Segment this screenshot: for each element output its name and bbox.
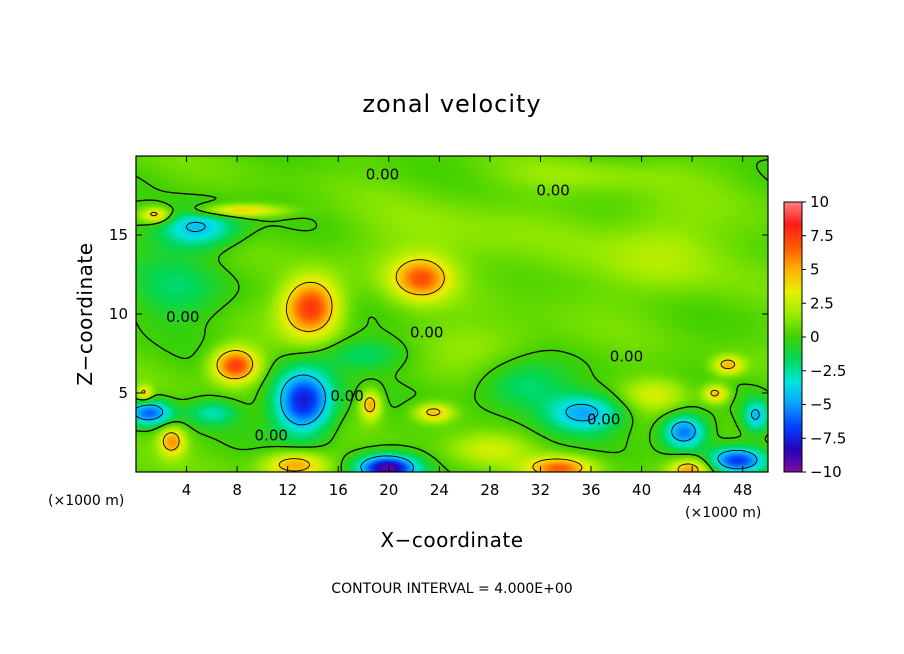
heatmap-raster xyxy=(136,156,768,472)
colorbar-tick-label: 0 xyxy=(810,328,820,346)
y-axis-title: Z−coordinate xyxy=(73,242,97,385)
x-unit-right: (×1000 m) xyxy=(685,505,761,521)
x-tick-label: 20 xyxy=(379,481,398,499)
chart-title: zonal velocity xyxy=(362,90,541,118)
colorbar-tick-label: 2.5 xyxy=(810,294,834,312)
x-tick-label: 12 xyxy=(278,481,297,499)
contour-label: 0.00 xyxy=(255,426,288,444)
x-tick-label: 48 xyxy=(733,481,752,499)
colorbar-tick-label: −7.5 xyxy=(810,429,846,447)
y-tick-label: 15 xyxy=(109,226,128,244)
x-tick-label: 16 xyxy=(329,481,348,499)
colorbar-gradient xyxy=(783,201,803,473)
x-tick-label: 32 xyxy=(531,481,550,499)
colorbar-tick-label: 10 xyxy=(810,193,829,211)
colorbar-tick-label: 7.5 xyxy=(810,227,834,245)
contour-label: 0.00 xyxy=(166,308,199,326)
x-tick-label: 24 xyxy=(430,481,449,499)
x-tick-label: 36 xyxy=(581,481,600,499)
contour-label: 0.00 xyxy=(330,387,363,405)
x-tick-label: 8 xyxy=(232,481,242,499)
contour-label: 0.00 xyxy=(366,166,399,184)
y-tick-label: 5 xyxy=(118,384,128,402)
colorbar: 10 7.5 5 2.5 0 −2.5 −5 −7.5 −10 xyxy=(783,193,846,481)
colorbar-tick-label: 5 xyxy=(810,261,820,279)
contour-interval-label: CONTOUR INTERVAL = 4.000E+00 xyxy=(331,581,572,597)
colorbar-tick-label: −5 xyxy=(810,396,832,414)
contour-label: 0.00 xyxy=(536,182,569,200)
x-tick-label: 40 xyxy=(632,481,651,499)
x-tick-label: 44 xyxy=(683,481,702,499)
x-tick-label: 28 xyxy=(480,481,499,499)
colorbar-tick-label: −10 xyxy=(810,463,842,481)
y-tick-label: 10 xyxy=(109,305,128,323)
x-axis-title: X−coordinate xyxy=(380,528,523,552)
contour-label: 0.00 xyxy=(587,411,620,429)
contour-labels: 0.00 0.00 0.00 0.00 0.00 0.00 0.00 0.00 xyxy=(166,166,643,445)
colorbar-tick-label: −2.5 xyxy=(810,362,846,380)
contour-lines xyxy=(136,159,768,472)
contour-line-level xyxy=(136,159,768,472)
x-unit-left: (×1000 m) xyxy=(48,493,124,509)
x-axis-ticks: 4 8 12 16 20 24 28 32 36 40 44 48 xyxy=(182,156,752,499)
contour-label: 0.00 xyxy=(610,347,643,365)
contour-label: 0.00 xyxy=(410,324,443,342)
contour-line-level xyxy=(141,211,736,472)
heatmap-field xyxy=(136,156,768,472)
y-axis-ticks: 5 10 15 xyxy=(109,226,768,402)
contour-line-level xyxy=(136,221,760,472)
x-tick-label: 4 xyxy=(182,481,192,499)
